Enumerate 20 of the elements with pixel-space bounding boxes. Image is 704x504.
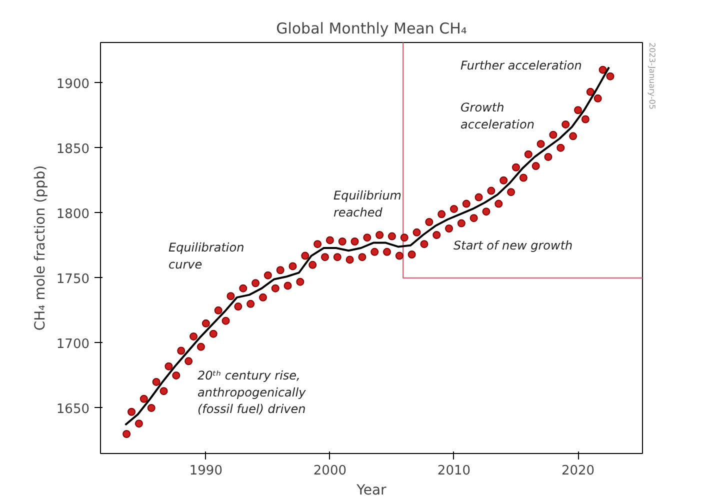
y-tick-label: 1900 — [56, 76, 90, 92]
annotation: Growth acceleration — [460, 100, 534, 132]
annotation: Start of new growth — [454, 238, 573, 252]
y-tick-label: 1800 — [56, 206, 90, 222]
annotation: Further acceleration — [460, 58, 582, 72]
annotation: Equilibrium reached — [334, 188, 402, 220]
x-tick-label: 1990 — [189, 464, 222, 478]
x-tick-label: 2010 — [437, 464, 471, 478]
x-axis-title: Year — [356, 482, 387, 498]
y-tick-label: 1850 — [56, 142, 90, 157]
annotation: Equilibration curve — [168, 240, 244, 272]
x-tick-label: 2000 — [313, 464, 347, 478]
annotation: 20ᵗʰ century rise, anthropogenically (fossil fuel) driven — [198, 368, 307, 416]
text: 2023-January-05 — [648, 42, 656, 110]
chart-title: Global Monthly Mean CH₄ — [276, 20, 467, 38]
y-tick-label: 1750 — [56, 272, 90, 287]
x-tick-label: 2020 — [561, 464, 595, 478]
y-tick-label: 1700 — [56, 336, 90, 352]
y-axis-title: CH₄ mole fraction (ppb) — [32, 165, 48, 331]
y-tick-label: 1650 — [56, 402, 90, 417]
